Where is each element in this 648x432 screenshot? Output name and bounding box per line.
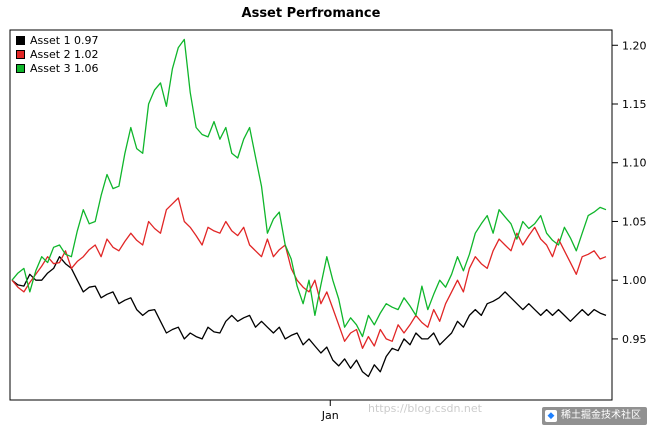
chart-title: Asset Perfromance	[241, 6, 381, 21]
series-line-asset-1	[11, 256, 607, 378]
y-tick-label: 0.95	[622, 333, 647, 346]
y-tick-label: 1.05	[622, 215, 647, 228]
y-tick-label: 1.20	[622, 39, 647, 52]
watermark-badge-text: 稀土掘金技术社区	[561, 410, 641, 421]
legend-item-asset-2: Asset 2 1.02	[16, 48, 99, 61]
legend-swatch-asset-2-icon	[16, 50, 25, 59]
watermark-badge: ◆ 稀土掘金技术社区	[542, 407, 647, 425]
legend-item-asset-3: Asset 3 1.06	[16, 62, 99, 75]
series-line-asset-3	[11, 38, 607, 338]
legend-label-asset-1: Asset 1 0.97	[30, 34, 99, 47]
y-tick-label: 1.00	[622, 274, 647, 287]
legend-swatch-asset-3-icon	[16, 64, 25, 73]
legend: Asset 1 0.97 Asset 2 1.02 Asset 3 1.06	[16, 34, 99, 75]
x-tick-label: Jan	[321, 409, 339, 422]
legend-swatch-asset-1-icon	[16, 36, 25, 45]
juejin-gem-icon: ◆	[545, 410, 557, 422]
series-line-asset-2	[11, 197, 607, 349]
legend-label-asset-2: Asset 2 1.02	[30, 48, 99, 61]
legend-label-asset-3: Asset 3 1.06	[30, 62, 99, 75]
legend-item-asset-1: Asset 1 0.97	[16, 34, 99, 47]
plot-border	[9, 29, 613, 401]
watermark-url-text: https://blog.csdn.net	[368, 402, 482, 415]
y-tick-label: 1.10	[622, 157, 647, 170]
y-tick-label: 1.15	[622, 98, 647, 111]
